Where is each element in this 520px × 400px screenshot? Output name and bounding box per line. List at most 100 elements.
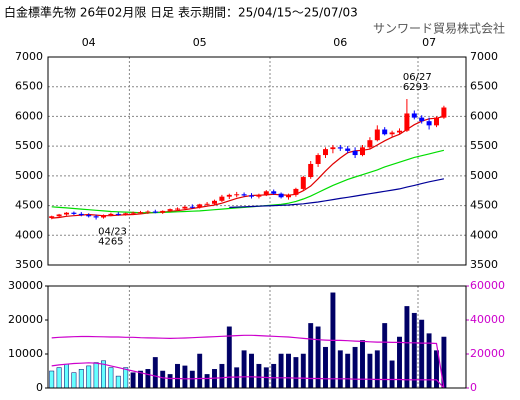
y-tick-label: 4000 [15,228,43,241]
candle-body [189,206,195,208]
candle-body [389,132,395,135]
candle-body [263,191,269,195]
volume-bar [249,353,254,389]
candle-body [138,212,143,214]
candle-body [426,121,432,126]
annotation-date: 04/23 [98,227,127,238]
y-tick-label-right: 6500 [470,80,498,93]
volume-bar [145,369,151,389]
candle-body [382,129,388,135]
volume-bar [256,363,262,389]
candle-body [315,155,321,164]
candle-body [411,113,417,118]
candle-body [145,211,151,213]
volume-bar [397,336,402,389]
candle-body [300,177,306,189]
volume-bar [241,350,247,389]
volume-bar [49,370,55,389]
y-tick-label-right: 4000 [470,228,498,241]
candle-body [204,203,210,205]
volume-bar [382,323,388,389]
chart-subtitle: サンワード貿易株式会社 [373,21,505,36]
candle-body [271,191,277,194]
volume-bar [271,363,277,389]
y-tick-label: 6500 [15,80,43,93]
y-tick-label: 0 [36,381,43,394]
volume-bar [175,363,180,389]
candle-body [93,216,99,218]
volume-bar [115,375,121,389]
candle-body [108,213,114,216]
candle-body [123,213,129,215]
candle-body [337,147,343,149]
volume-bar [204,374,210,389]
volume-bar [278,353,284,389]
y-tick-label-right: 3500 [470,258,498,271]
candle-body [234,194,240,196]
y2-tick-label: 40000 [470,313,505,326]
y-tick-label: 20000 [8,313,43,326]
annotation-value: 6293 [403,82,428,93]
candle-body [115,213,121,215]
volume-bar [64,363,69,389]
candle-body [278,193,284,198]
candle-body [323,149,328,156]
y-tick-label: 5500 [15,139,43,152]
y-tick-label: 10000 [8,347,43,360]
volume-bar [189,370,195,389]
candle-body [286,194,291,198]
candle-body [226,194,232,197]
series-line [51,334,445,389]
volume-bar [167,374,173,389]
volume-bar [300,353,306,389]
candle-body [249,195,254,197]
candle-body [175,208,180,210]
candle-body [434,117,439,126]
candle-body [441,107,447,118]
series-line [51,149,445,214]
annotation-value: 4265 [98,237,123,248]
candle-body [352,150,358,156]
candle-body [152,211,158,213]
volume-bar [108,367,114,389]
series-line [51,362,445,389]
candle-body [49,216,55,219]
y-tick-label: 7000 [15,50,43,63]
candle-body [167,209,173,211]
candle-body [182,206,188,209]
y-tick-label-right: 5000 [470,169,498,182]
volume-bar [182,365,188,389]
candle-body [101,215,106,218]
chart-title: 白金標準先物 26年02月限 日足 表示期間：25/04/15～25/07/03 [4,5,358,20]
volume-bar [78,369,84,389]
candle-body [360,147,365,156]
volume-bar [419,319,425,389]
volume-bar [71,372,77,389]
plot-frame [47,285,467,389]
volume-bar [197,353,203,389]
volume-bar [286,353,291,389]
candle-body [71,212,77,214]
y-tick-label: 4500 [15,199,43,212]
y-tick-label: 3500 [15,258,43,271]
candle-body [56,214,62,217]
plot-frame [47,56,467,266]
volume-bar [323,346,328,389]
candle-body [404,113,410,131]
candle-body [197,204,203,208]
y-tick-label-right: 7000 [470,50,498,63]
volume-bar [352,346,358,389]
x-tick-label: 06 [333,36,347,49]
candle-body [212,200,217,204]
series-line [51,115,445,219]
candle-body [86,215,92,217]
volume-bar [411,312,417,389]
candle-body [241,194,247,196]
y-tick-label: 30000 [8,279,43,292]
x-tick-label: 04 [82,36,96,49]
candle-body [367,140,373,148]
candle-body [78,213,84,216]
candle-body [374,129,380,141]
volume-bar [130,372,136,389]
